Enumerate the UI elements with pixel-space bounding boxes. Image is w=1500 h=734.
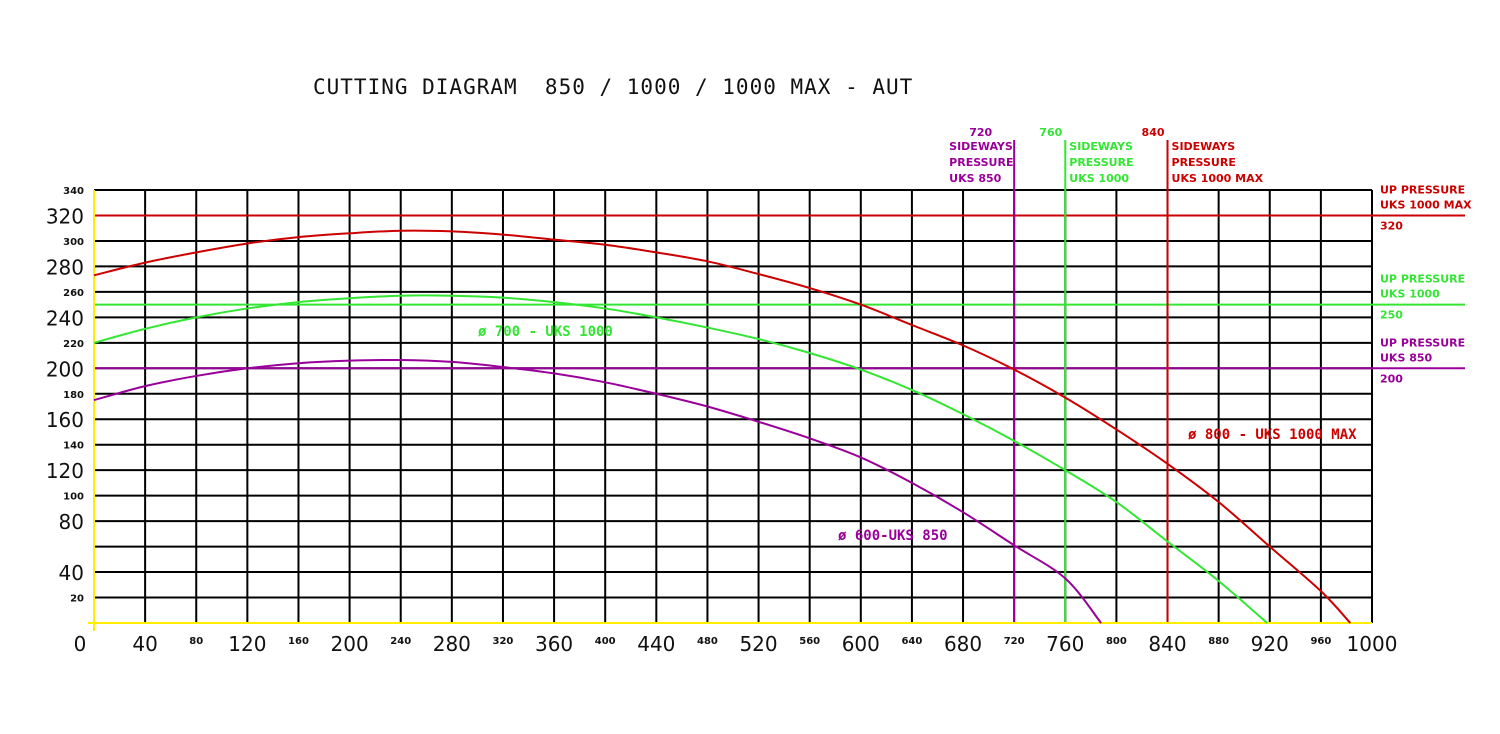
up-pressure-label: UKS 1000 MAX [1380, 198, 1472, 211]
x-tick-label: 640 [901, 636, 922, 647]
labels: UP PRESSURE UKS 1000 MAX 320 UP PRESSURE UKS… [478, 126, 1472, 544]
up-pressure-value: 250 [1380, 309, 1403, 322]
x-tick-label: 160 [288, 636, 309, 647]
up-pressure-label: UKS 850 [1380, 351, 1433, 364]
curve-700-uks-1000 [93, 294, 1268, 624]
sideways-pressure-label: SIDEWAYS [1069, 140, 1133, 153]
y-tick-label: 80 [59, 510, 84, 534]
sideways-pressure-label: UKS 1000 [1069, 172, 1129, 185]
y-tick-label: 160 [46, 408, 84, 432]
axes: 0 40 80 120 160 200 240 280 320 360 400 440 480 520 56… [46, 186, 1398, 656]
y-tick-label: 140 [63, 441, 84, 452]
series [93, 229, 1352, 624]
x-tick-label: 280 [433, 632, 471, 656]
x-tick-label: 880 [1208, 636, 1229, 647]
x-tick-label: 0 [74, 632, 87, 656]
x-tick-label: 440 [637, 632, 675, 656]
up-pressure-label: UP PRESSURE [1380, 336, 1465, 349]
curve-600-uks-850 [93, 358, 1102, 624]
sideways-pressure-label: UKS 1000 MAX [1172, 172, 1264, 185]
x-tick-label: 1000 [1347, 632, 1398, 656]
x-tick-label: 120 [228, 632, 266, 656]
x-tick-label: 680 [944, 632, 982, 656]
x-tick-label: 200 [331, 632, 369, 656]
sideways-pressure-label: SIDEWAYS [949, 140, 1013, 153]
y-tick-label: 280 [46, 255, 84, 279]
x-tick-label: 320 [493, 636, 514, 647]
y-tick-label: 300 [63, 237, 84, 248]
y-tick-label: 240 [46, 306, 84, 330]
x-tick-label: 400 [595, 636, 616, 647]
x-tick-label: 560 [799, 636, 820, 647]
x-tick-label: 840 [1148, 632, 1186, 656]
chart-title: CUTTING DIAGRAM 850 / 1000 / 1000 MAX - … [313, 75, 913, 99]
x-tick-label: 960 [1310, 636, 1331, 647]
y-tick-label: 220 [63, 339, 84, 350]
sideways-pressure-label: PRESSURE [949, 156, 1013, 169]
x-tick-label: 760 [1046, 632, 1084, 656]
x-tick-label: 600 [842, 632, 880, 656]
x-tick-label: 40 [132, 632, 157, 656]
y-tick-label: 120 [46, 459, 84, 483]
x-tick-label: 520 [739, 632, 777, 656]
up-pressure-label: UKS 1000 [1380, 288, 1440, 301]
sideways-pressure-label: PRESSURE [1069, 156, 1133, 169]
y-tick-label: 320 [46, 204, 84, 228]
y-tick-label: 180 [63, 390, 84, 401]
x-tick-label: 360 [535, 632, 573, 656]
y-tick-label: 20 [70, 594, 84, 605]
sideways-pressure-label: PRESSURE [1172, 156, 1236, 169]
sideways-pressure-value: 760 [1039, 126, 1062, 139]
reference-lines [94, 140, 1465, 623]
up-pressure-label: UP PRESSURE [1380, 183, 1465, 196]
sideways-pressure-value: 840 [1142, 126, 1165, 139]
up-pressure-value: 200 [1380, 372, 1403, 385]
y-tick-label: 100 [63, 492, 84, 503]
sideways-pressure-label: UKS 850 [949, 172, 1002, 185]
sideways-pressure-value: 720 [969, 126, 992, 139]
sideways-pressure-label: SIDEWAYS [1172, 140, 1236, 153]
x-tick-label: 800 [1106, 636, 1127, 647]
y-tick-label: 200 [46, 357, 84, 381]
grid [94, 189, 1373, 623]
y-tick-label: 340 [63, 186, 84, 197]
up-pressure-value: 320 [1380, 219, 1403, 232]
curve-800-uks-1000-max [93, 229, 1352, 624]
up-pressure-label: UP PRESSURE [1380, 273, 1465, 286]
x-tick-label: 720 [1004, 636, 1025, 647]
x-tick-label: 240 [390, 636, 411, 647]
y-tick-label: 40 [59, 561, 84, 585]
x-tick-label: 80 [189, 636, 203, 647]
curve-label: ø 700 - UKS 1000 [478, 324, 613, 340]
x-tick-label: 480 [697, 636, 718, 647]
y-tick-label: 260 [63, 288, 84, 299]
curve-label: ø 800 - UKS 1000 MAX [1188, 427, 1357, 443]
x-tick-label: 920 [1251, 632, 1289, 656]
curve-label: ø 600-UKS 850 [838, 528, 948, 544]
